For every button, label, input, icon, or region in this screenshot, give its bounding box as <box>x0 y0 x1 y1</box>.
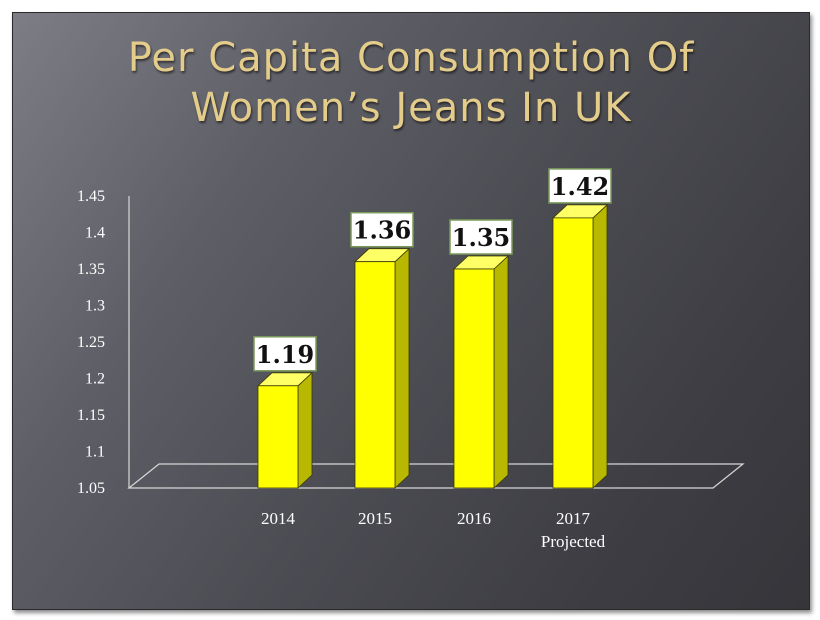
data-label-box <box>548 168 612 204</box>
x-tick-label: 2016 <box>457 509 491 528</box>
x-tick-sublabel: Projected <box>541 532 606 551</box>
bar-side <box>592 203 608 489</box>
data-label-box <box>449 219 513 255</box>
data-label-box <box>253 336 317 372</box>
data-label-box <box>350 211 414 248</box>
data-label: 1.36 <box>353 216 411 245</box>
bar-side <box>394 247 410 489</box>
y-tick-label: 1.3 <box>85 298 105 315</box>
bar <box>354 261 396 489</box>
y-tick-label: 1.2 <box>85 371 105 388</box>
bar <box>552 217 594 489</box>
y-tick-label: 1.25 <box>77 334 105 351</box>
y-tick-label: 1.15 <box>77 407 105 424</box>
x-tick-label: 2014 <box>261 509 296 528</box>
bar <box>453 268 495 489</box>
x-tick-label: 2015 <box>358 509 392 528</box>
x-tick-label: 2017 <box>556 509 591 528</box>
slide: Per Capita Consumption Of Women’s Jeans … <box>12 12 810 610</box>
title-line-2: Women’s Jeans In UK <box>190 85 632 131</box>
data-label: 1.19 <box>256 340 314 369</box>
title-line-1: Per Capita Consumption Of <box>127 35 695 81</box>
data-label: 1.42 <box>551 172 609 201</box>
y-tick-label: 1.4 <box>85 225 105 242</box>
bar-side <box>297 371 313 489</box>
bar <box>257 385 299 489</box>
chart-floor <box>127 463 745 489</box>
bar-side <box>493 255 509 489</box>
y-tick-label: 1.1 <box>85 444 105 461</box>
slide-title: Per Capita Consumption Of Women’s Jeans … <box>13 33 809 133</box>
bar-chart: 1.05 1.1 1.15 1.2 1.25 1.3 1.35 1.4 1.45 1.19 2014… <box>77 168 745 551</box>
y-tick-label: 1.05 <box>77 480 105 497</box>
y-tick-label: 1.45 <box>77 188 105 205</box>
data-label: 1.35 <box>452 223 510 252</box>
y-tick-label: 1.35 <box>77 261 105 278</box>
